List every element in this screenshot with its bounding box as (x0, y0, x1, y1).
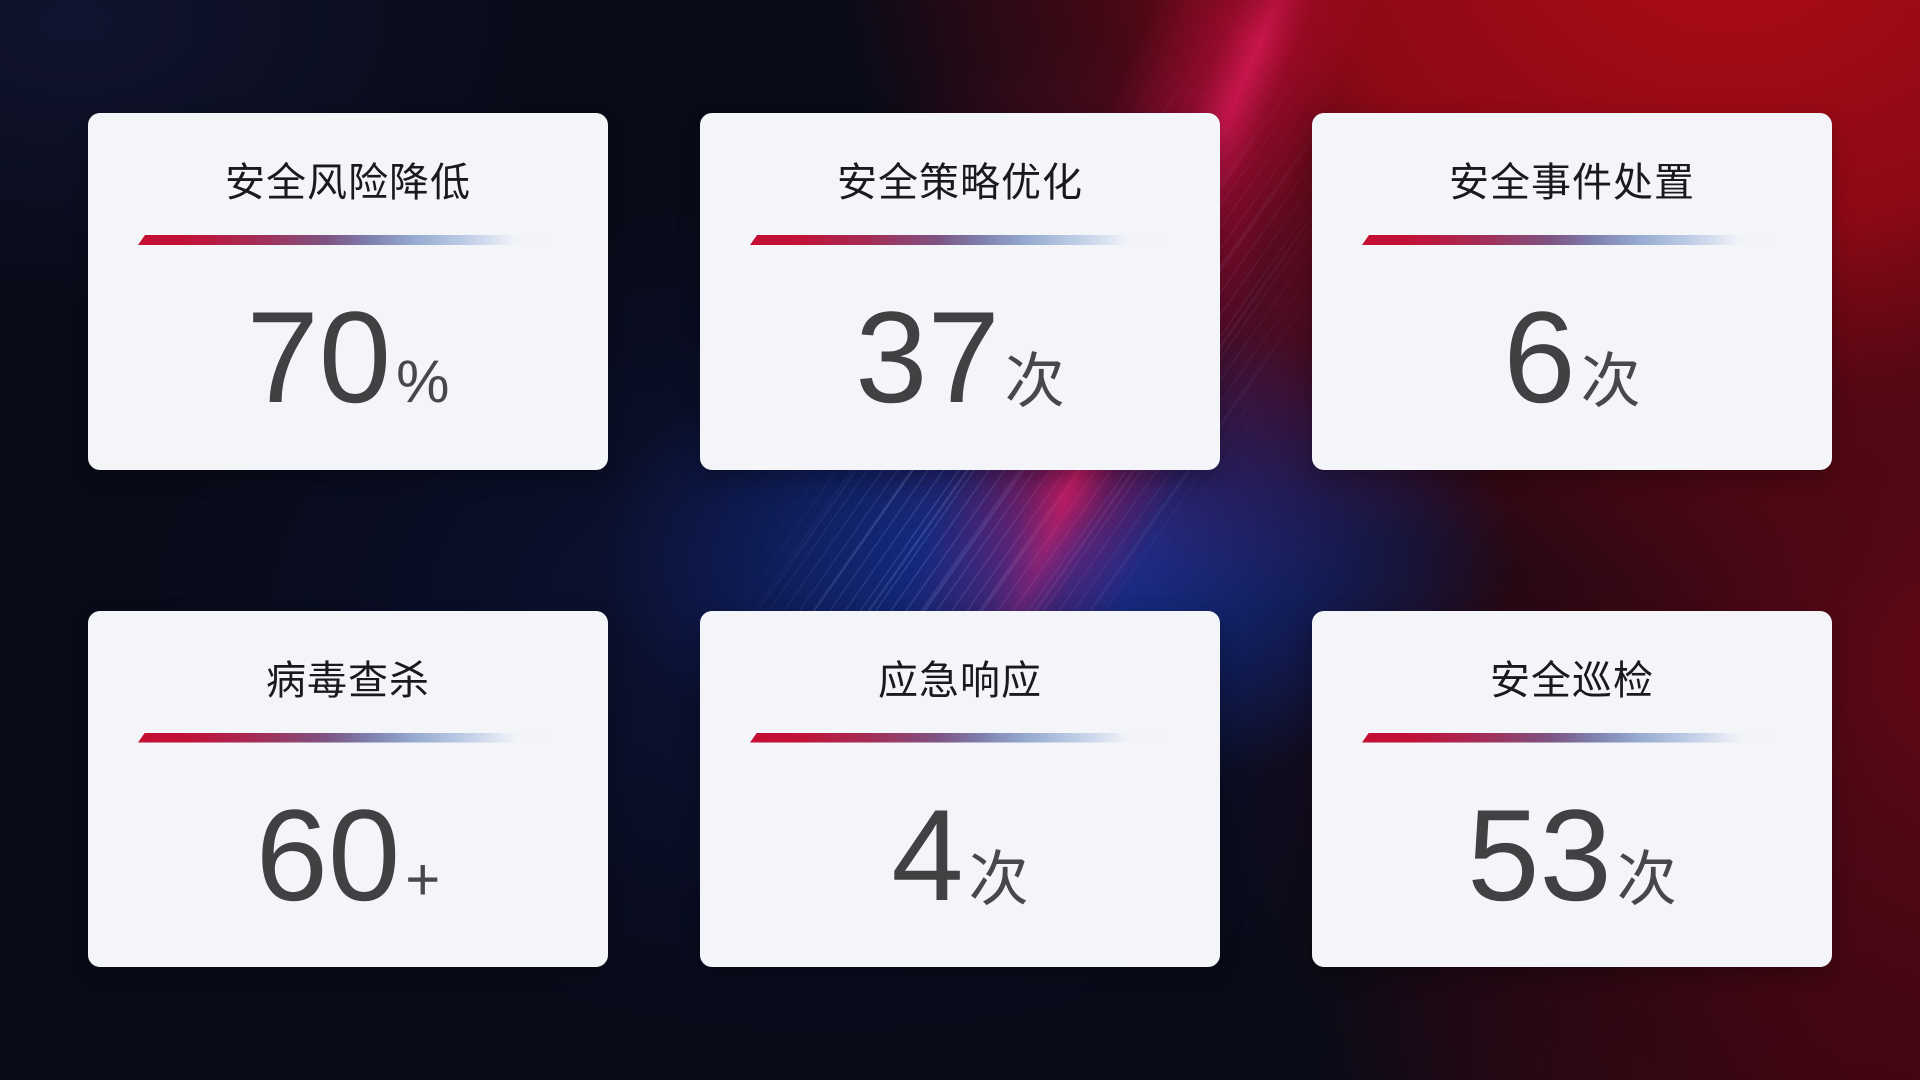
stat-card-security-policy-optimization: 安全策略优化 37 次 (700, 113, 1220, 470)
stat-unit: 次 (1580, 348, 1641, 416)
card-divider (1362, 732, 1782, 743)
stat-value: 70 (246, 284, 392, 431)
card-value-area: 37 次 (700, 245, 1220, 470)
card-title: 安全巡检 (1490, 658, 1654, 703)
card-divider (1362, 235, 1782, 245)
card-divider (138, 235, 558, 245)
stat-value: 53 (1467, 781, 1612, 928)
card-title: 安全风险降低 (225, 161, 471, 205)
stat-unit: + (405, 845, 441, 913)
stat-unit: 次 (1616, 845, 1677, 913)
stat-unit: 次 (968, 845, 1029, 913)
card-value-area: 53 次 (1312, 743, 1832, 968)
stat-card-emergency-response: 应急响应 4 次 (700, 610, 1220, 968)
stat-value: 6 (1503, 284, 1576, 431)
card-title: 安全策略优化 (837, 161, 1083, 205)
card-value-area: 70 % (88, 245, 608, 470)
stat-card-security-risk-reduction: 安全风险降低 70 % (88, 113, 608, 470)
card-divider (750, 732, 1170, 743)
card-value-area: 4 次 (700, 743, 1220, 968)
card-divider (138, 732, 558, 743)
stat-value: 60 (255, 781, 401, 928)
stat-card-virus-scan: 病毒查杀 60 + (88, 610, 608, 968)
stat-value: 37 (855, 284, 1000, 431)
stat-value: 4 (891, 781, 964, 928)
card-value-area: 6 次 (1312, 245, 1832, 470)
stat-unit: 次 (1004, 348, 1065, 416)
card-divider (750, 235, 1170, 245)
card-title: 病毒查杀 (266, 658, 430, 703)
stats-grid: 安全风险降低 70 % 安全策略优化 37 次 安全事件处置 (88, 113, 1832, 967)
card-value-area: 60 + (88, 743, 608, 968)
card-title: 应急响应 (878, 658, 1042, 703)
stat-card-security-inspection: 安全巡检 53 次 (1312, 610, 1832, 968)
stat-unit: % (396, 348, 450, 416)
card-title: 安全事件处置 (1449, 161, 1695, 205)
stat-card-security-incident-handling: 安全事件处置 6 次 (1312, 113, 1832, 470)
